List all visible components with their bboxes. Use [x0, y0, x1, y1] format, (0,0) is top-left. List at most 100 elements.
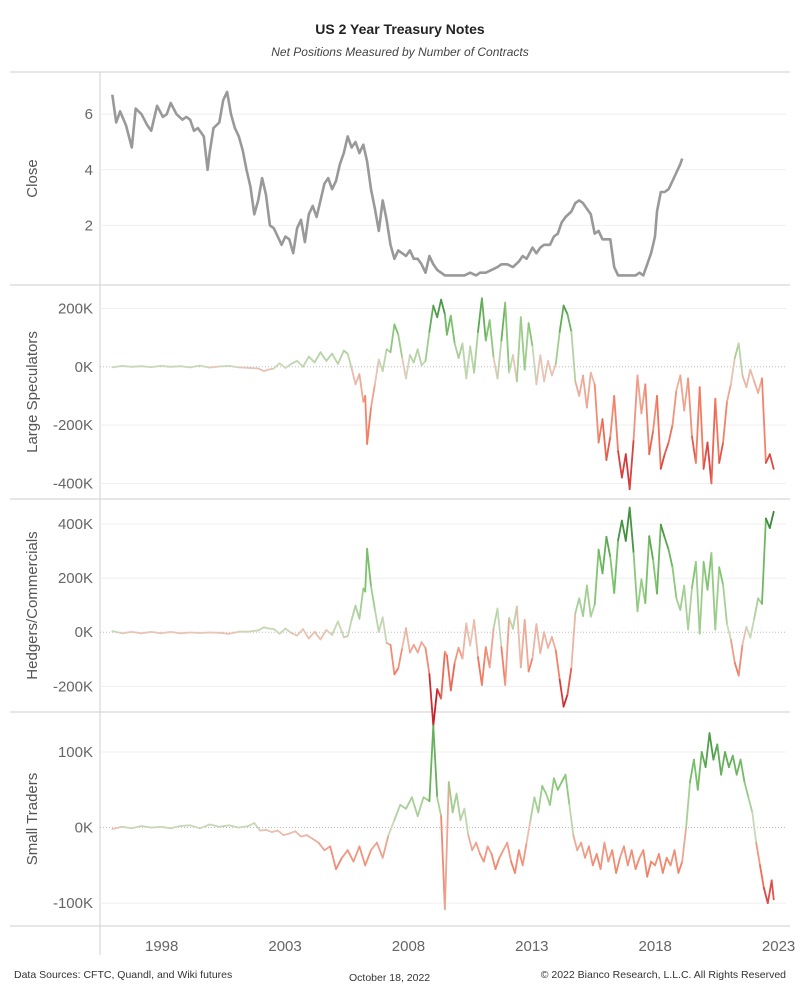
series-segment-hedgers-commercials: [198, 631, 211, 634]
series-segment-hedgers-commercials: [319, 629, 328, 641]
series-segment-large-speculators: [753, 380, 759, 394]
series-segment-large-speculators: [364, 394, 369, 445]
series-segment-small-traders: [743, 781, 750, 799]
series-segment-small-traders: [739, 758, 746, 784]
series-segment-large-speculators: [714, 397, 721, 464]
series-segment-hedgers-commercials: [445, 654, 452, 692]
series-segment-hedgers-commercials: [675, 597, 682, 611]
series-segment-hedgers-commercials: [401, 627, 407, 649]
series-segment-small-traders: [572, 834, 579, 852]
series-segment-hedgers-commercials: [706, 552, 713, 591]
series-segment-large-speculators: [150, 364, 162, 369]
series-segment-hedgers-commercials: [582, 584, 588, 617]
series-segment-small-traders: [541, 785, 547, 795]
series-segment-large-speculators: [624, 453, 631, 491]
series-segment-hedgers-commercials: [169, 631, 182, 635]
series-segment-hedgers-commercials: [354, 604, 361, 620]
series-segment-hedgers-commercials: [679, 584, 686, 611]
series-segment-large-speculators: [741, 374, 748, 389]
series-segment-hedgers-commercials: [730, 638, 736, 664]
series-segment-small-traders: [300, 834, 308, 838]
series-segment-large-speculators: [319, 351, 328, 362]
series-segment-large-speculators: [586, 371, 592, 409]
series-segment-hedgers-commercials: [601, 535, 608, 575]
series-segment-large-speculators: [302, 355, 310, 368]
series-segment-large-speculators: [535, 354, 542, 386]
series-segment-large-speculators: [601, 418, 608, 461]
series-segment-small-traders: [681, 826, 687, 863]
series-segment-hedgers-commercials: [628, 506, 635, 554]
series-segment-small-traders: [755, 841, 761, 867]
series-segment-hedgers-commercials: [523, 619, 530, 673]
series-segment-hedgers-commercials: [722, 583, 728, 625]
series-segment-small-traders: [329, 845, 337, 870]
series-segment-small-traders: [658, 853, 664, 874]
series-segment-large-speculators: [574, 380, 581, 397]
series-segment-small-traders: [428, 724, 435, 802]
series-segment-hedgers-commercials: [554, 649, 561, 681]
series-segment-small-traders: [140, 825, 153, 829]
series-segment-large-speculators: [519, 316, 526, 371]
series-segment-small-traders: [358, 845, 367, 867]
series-segment-small-traders: [486, 845, 493, 855]
series-segment-small-traders: [576, 841, 582, 852]
series-segment-hedgers-commercials: [718, 566, 724, 586]
series-segment-hedgers-commercials: [416, 641, 423, 654]
series-segment-hedgers-commercials: [504, 617, 511, 686]
series-segment-small-traders: [623, 845, 629, 867]
series-segment-small-traders: [545, 792, 551, 806]
series-segment-small-traders: [189, 824, 201, 830]
series-segment-large-speculators: [617, 450, 623, 479]
series-segment-small-traders: [479, 853, 485, 863]
y-tick-label: 0K: [75, 359, 93, 376]
panel-ylabel: Hedgers/Commercials: [24, 531, 41, 679]
series-segment-small-traders: [416, 796, 425, 818]
series-segment-small-traders: [335, 856, 343, 870]
y-tick-label: 2: [85, 217, 93, 234]
series-segment-large-speculators: [718, 441, 724, 464]
series-segment-hedgers-commercials: [636, 578, 643, 613]
series-segment-small-traders: [436, 796, 443, 818]
series-segment-hedgers-commercials: [648, 535, 654, 561]
series-segment-hedgers-commercials: [160, 631, 172, 635]
series-segment-small-traders: [763, 887, 769, 904]
series-segment-hedgers-commercials: [121, 631, 133, 635]
series-segment-large-speculators: [578, 374, 584, 397]
series-segment-hedgers-commercials: [313, 630, 322, 641]
series-segment-small-traders: [410, 796, 419, 818]
series-segment-small-traders: [443, 781, 450, 911]
series-segment-large-speculators: [140, 365, 153, 369]
series-segment-hedgers-commercials: [420, 641, 427, 649]
series-segment-large-speculators: [508, 354, 514, 374]
series-segment-hedgers-commercials: [558, 678, 565, 708]
series-segment-hedgers-commercials: [405, 627, 411, 654]
series-segment-small-traders: [208, 823, 221, 828]
series-segment-large-speculators: [416, 348, 423, 367]
series-segment-hedgers-commercials: [257, 626, 266, 632]
series-segment-small-traders: [340, 849, 349, 859]
x-tick-label: 1998: [145, 938, 178, 955]
series-segment-hedgers-commercials: [695, 560, 701, 635]
series-segment-small-traders: [471, 841, 478, 852]
series-segment-large-speculators: [307, 355, 316, 364]
series-segment-small-traders: [588, 845, 594, 867]
series-segment-hedgers-commercials: [531, 623, 538, 659]
series-segment-large-speculators: [605, 435, 612, 461]
series-segment-hedgers-commercials: [337, 620, 345, 639]
series-segment-large-speculators: [512, 354, 518, 383]
y-tick-label: -200K: [53, 417, 93, 434]
series-segment-hedgers-commercials: [484, 646, 491, 669]
series-segment-small-traders: [716, 743, 722, 776]
series-segment-small-traders: [553, 777, 559, 791]
y-tick-label: 0K: [75, 624, 93, 641]
panel-ylabel: Small Traders: [24, 773, 41, 866]
series-segment-hedgers-commercials: [737, 643, 744, 677]
series-segment-hedgers-commercials: [461, 622, 468, 660]
series-segment-large-speculators: [189, 364, 201, 369]
series-segment-large-speculators: [609, 394, 616, 438]
series-segment-large-speculators: [457, 342, 464, 359]
series-segment-hedgers-commercials: [687, 586, 693, 631]
series-segment-large-speculators: [420, 359, 427, 367]
series-segment-hedgers-commercials: [296, 628, 304, 637]
series-segment-small-traders: [611, 849, 617, 874]
